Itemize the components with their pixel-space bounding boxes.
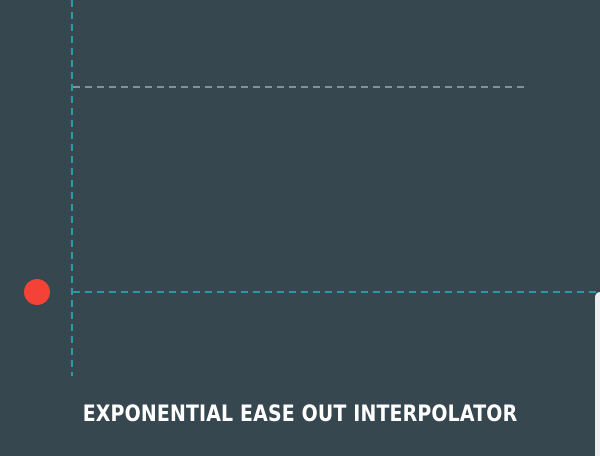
side-panel-edge xyxy=(595,292,600,456)
animated-dot xyxy=(24,279,50,305)
interpolator-title: EXPONENTIAL EASE OUT INTERPOLATOR xyxy=(82,402,518,427)
